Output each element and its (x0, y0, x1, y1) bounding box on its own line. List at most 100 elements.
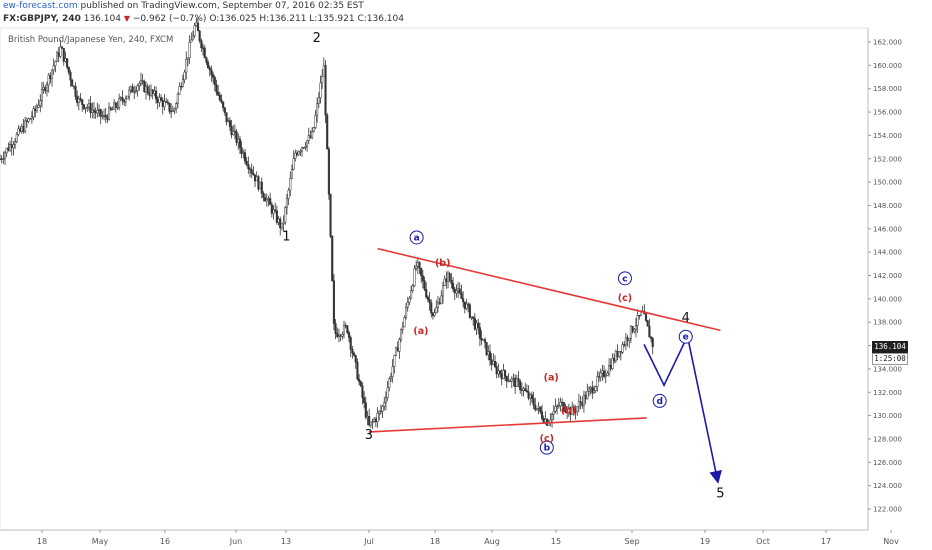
candle-body (124, 98, 127, 103)
candle-body (366, 416, 369, 418)
candle-body (462, 298, 465, 303)
candle-body (104, 114, 107, 118)
candle-body (32, 108, 35, 118)
candle-body (64, 58, 67, 62)
candle-body (480, 337, 483, 341)
candle-body (45, 84, 49, 92)
candle-body (153, 90, 156, 94)
candle-body (354, 355, 357, 363)
candle-body (648, 325, 651, 338)
candle-body (450, 280, 453, 284)
candle-body (443, 278, 446, 286)
price-tick-label: 148.000 (873, 202, 902, 210)
candle-body (453, 288, 456, 294)
candle-body (337, 335, 341, 337)
candle-body (181, 79, 184, 87)
wave-circle (409, 230, 424, 245)
candle-body (425, 289, 428, 298)
candle-body (324, 65, 327, 116)
candle-body (282, 221, 285, 224)
candle-body (344, 325, 347, 327)
candle-body (67, 66, 70, 73)
candle-body (383, 402, 386, 407)
candle-body (24, 120, 27, 132)
price-tick-label: 156.000 (873, 109, 902, 117)
candle-body (371, 421, 374, 423)
candle-body (119, 97, 122, 99)
candle-body (42, 87, 45, 90)
candle-body (254, 174, 257, 182)
candle-body (527, 391, 530, 399)
time-tick-label: Sep (624, 537, 639, 546)
candle-body (423, 280, 426, 290)
candle-body (334, 323, 337, 334)
candle-body (446, 273, 450, 283)
candle-body (463, 301, 466, 309)
candle-body (113, 102, 116, 110)
candle-body (193, 25, 196, 37)
candle-body (544, 418, 547, 423)
price-tick-label: 124.000 (873, 482, 902, 490)
symbol-label[interactable]: FX:GBPJPY, 240 (3, 14, 81, 24)
wave-label: (c) (540, 433, 554, 444)
wave-label: b (544, 444, 551, 454)
candle-body (272, 209, 275, 214)
candle-body (129, 86, 132, 91)
price-tick-label: 130.000 (873, 412, 902, 420)
candle-body (502, 370, 505, 379)
candle-body (384, 397, 387, 403)
time-axis: 18 May 16 Jun 13 Jul 18 Aug 15 Sep 19 Oct 17 Nov (0, 529, 899, 546)
candle-body (250, 169, 253, 174)
candle-body (403, 317, 406, 328)
candle-body (59, 46, 62, 57)
candle-body (559, 401, 562, 406)
instrument-title: British Pound/Japanese Yen, 240, FXCM (8, 35, 174, 45)
candle-body (52, 65, 55, 71)
candle-body (613, 357, 616, 362)
time-to-close-tag: 1:25:00 (872, 353, 908, 365)
candle-body (470, 316, 473, 318)
candle-body (292, 158, 295, 170)
candle-body (628, 338, 631, 341)
time-tick-label: Nov (883, 537, 899, 546)
price-tick-label: 144.000 (873, 249, 902, 257)
candle-body (299, 150, 302, 153)
candle-body (248, 168, 252, 170)
candle-body (96, 110, 99, 114)
candle-body (534, 404, 537, 410)
candle-body (618, 351, 621, 357)
candle-body (327, 148, 330, 195)
candle-body (155, 90, 158, 100)
candle-body (245, 160, 248, 165)
candle-body (163, 101, 166, 107)
candle-body (141, 80, 144, 82)
candle-body (614, 351, 617, 362)
candle-body (295, 152, 299, 155)
candle-body (317, 97, 320, 104)
candle-body (175, 103, 178, 110)
candle-body (634, 325, 638, 330)
candle-body (353, 352, 356, 356)
time-tick-label: 13 (281, 537, 291, 546)
candle-body (540, 411, 544, 419)
candle-body (228, 120, 231, 127)
candle-body (420, 267, 423, 276)
candle-body (619, 351, 622, 353)
published-text: published on TradingView.com, September … (80, 1, 364, 11)
candle-body (69, 72, 72, 81)
candle-body (240, 147, 243, 154)
wave-label: 4 (682, 311, 690, 326)
candle-body (512, 377, 515, 380)
candle-body (35, 106, 38, 112)
candle-body (631, 326, 634, 333)
candle-body (9, 144, 12, 151)
wave-label: 1 (282, 229, 290, 244)
candle-body (138, 83, 141, 87)
price-tick-label: 162.000 (873, 39, 902, 47)
candle-body (106, 116, 109, 120)
candle-body (497, 370, 500, 375)
candle-body (257, 176, 260, 190)
brand-link[interactable]: ew-forecast.com (3, 1, 78, 11)
candle-body (27, 118, 30, 122)
